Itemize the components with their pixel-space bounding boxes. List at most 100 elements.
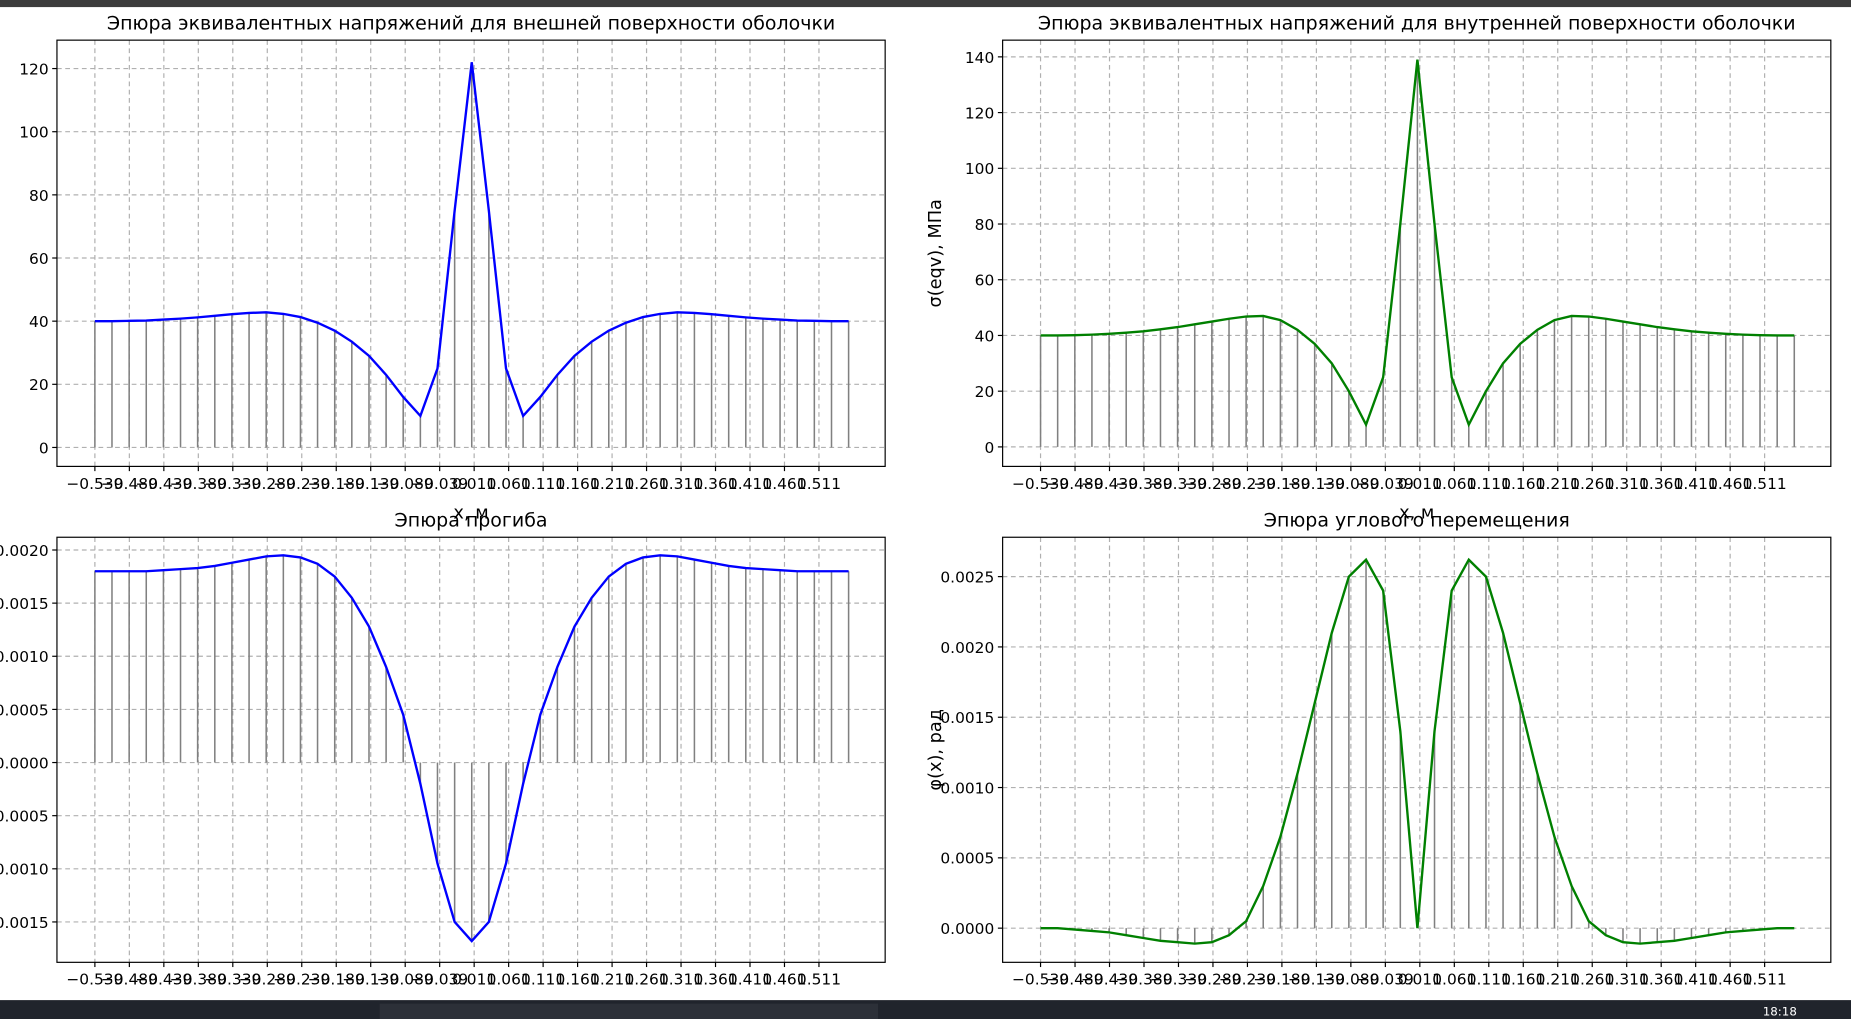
x-tick-label: 0.361 [1639,971,1683,989]
x-tick-label: 0.211 [590,971,634,989]
x-axis-label: x, м [1399,503,1434,523]
x-tick-label: 0.061 [1432,475,1476,493]
data-line [1040,557,1795,945]
x-tick-label: −0.289 [1184,971,1241,989]
x-tick-label: −0.539 [1012,475,1069,493]
y-tick-label: 80 [29,187,49,205]
x-tick-label: 0.411 [728,971,772,989]
x-tick-label: −0.239 [1219,475,1276,493]
y-tick-label: 0 [39,439,49,457]
x-tick-label: −0.389 [1115,475,1172,493]
x-tick-label: 0.011 [1398,475,1442,493]
x-tick-label: −0.039 [1357,971,1414,989]
x-tick-label: 0.261 [624,971,668,989]
y-tick-label: 0.0020 [940,639,994,657]
x-tick-label: 0.411 [1674,475,1718,493]
x-tick-label: −0.339 [1150,971,1207,989]
y-tick-label: 100 [965,160,994,178]
x-tick-label: 0.261 [1570,475,1614,493]
x-tick-label: −0.389 [170,475,227,493]
taskbar [0,1000,1851,1019]
y-tick-label: 0.0005 [0,701,49,719]
x-tick-label: 0.111 [521,971,565,989]
y-tick-label: 0.0020 [0,542,49,560]
x-tick-label: −0.339 [1150,475,1207,493]
y-axis-label: σ(eqv), МПа [926,199,946,307]
y-tick-label: 60 [975,272,995,290]
y-tick-label: 100 [19,124,48,142]
x-tick-label: 0.261 [624,475,668,493]
x-tick-label: 0.311 [659,475,703,493]
taskbar-apps[interactable] [379,1003,879,1019]
x-tick-label: −0.489 [101,971,158,989]
x-tick-label: −0.089 [377,971,434,989]
x-tick-label: 0.061 [487,475,531,493]
x-tick-label: 0.161 [556,971,600,989]
x-tick-label: −0.239 [1219,971,1276,989]
x-tick-label: −0.089 [377,475,434,493]
x-tick-label: −0.289 [239,971,296,989]
y-tick-label: 40 [29,313,49,331]
x-tick-label: −0.189 [1253,971,1310,989]
x-tick-label: 0.461 [762,971,806,989]
data-line [94,554,849,943]
axes-frame [56,39,886,467]
x-tick-label: 0.211 [590,475,634,493]
y-tick-label: 0.0025 [940,569,994,587]
y-tick-label: 20 [975,383,995,401]
x-tick-label: 0.061 [487,971,531,989]
taskbar-clock: 18:18 [1763,1004,1797,1018]
y-tick-label: −0.0015 [0,914,49,932]
x-tick-label: −0.139 [1288,475,1345,493]
window-top-bar [0,0,1851,8]
y-tick-label: 0.0000 [940,920,994,938]
x-tick-label: 0.361 [1639,475,1683,493]
x-tick-label: −0.189 [1253,475,1310,493]
data-line [1040,59,1795,428]
x-tick-label: −0.539 [66,475,123,493]
y-tick-label: 0.0005 [940,850,994,868]
data-line [94,62,849,419]
x-tick-label: −0.389 [170,971,227,989]
chart-title: Эпюра эквивалентных напряжений для внутр… [1038,13,1796,35]
y-tick-label: 40 [975,327,995,345]
y-tick-label: 140 [965,49,994,67]
x-tick-label: 0.411 [728,475,772,493]
x-tick-label: −0.439 [135,971,192,989]
axes-frame [56,536,886,963]
x-tick-label: 0.161 [1501,971,1545,989]
x-tick-label: −0.039 [411,971,468,989]
y-tick-label: 120 [965,105,994,123]
y-tick-label: 0.0000 [0,754,49,772]
x-tick-label: 0.061 [1432,971,1476,989]
chart-title: Эпюра прогиба [395,510,548,532]
x-tick-label: 0.511 [1743,971,1787,989]
x-tick-label: 0.111 [1467,475,1511,493]
x-tick-label: 0.161 [1501,475,1545,493]
y-tick-label: −0.0005 [0,808,49,826]
x-tick-label: 0.361 [693,475,737,493]
x-tick-label: −0.039 [1357,475,1414,493]
x-tick-label: 0.011 [1398,971,1442,989]
x-tick-label: −0.039 [411,475,468,493]
x-tick-label: −0.489 [1047,971,1104,989]
x-tick-label: −0.189 [308,971,365,989]
x-tick-label: 0.311 [1605,971,1649,989]
x-tick-label: −0.389 [1115,971,1172,989]
axes-frame [1002,39,1832,467]
x-tick-label: 0.311 [1605,475,1649,493]
y-tick-label: 0.0010 [0,648,49,666]
y-tick-label: 0.0010 [940,779,994,797]
y-axis-label: φ(x), рад [926,709,946,791]
x-tick-label: 0.261 [1570,971,1614,989]
x-tick-label: 0.461 [1708,971,1752,989]
x-tick-label: −0.539 [66,971,123,989]
x-tick-label: 0.211 [1536,475,1580,493]
y-tick-label: 80 [975,216,995,234]
x-tick-label: −0.439 [1081,971,1138,989]
x-tick-label: 0.011 [452,971,496,989]
x-tick-label: −0.139 [342,475,399,493]
x-tick-label: −0.339 [204,971,261,989]
y-tick-label: 120 [19,61,48,79]
x-tick-label: 0.111 [1467,971,1511,989]
